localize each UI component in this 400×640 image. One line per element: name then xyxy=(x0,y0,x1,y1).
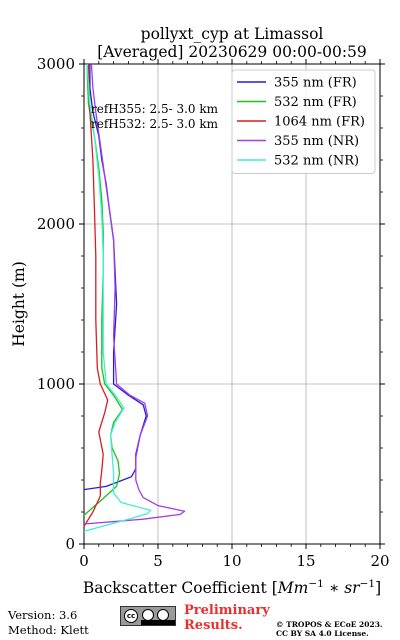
series-line-4 xyxy=(83,63,186,525)
x-axis-label-end: ] xyxy=(375,579,381,597)
legend-label: 1064 nm (FR) xyxy=(274,115,365,130)
x-tick-label: 10 xyxy=(222,552,241,570)
copyright-line-2: CC BY SA 4.0 License. xyxy=(276,629,369,638)
annotation-refh355: refH355: 2.5- 3.0 km xyxy=(91,102,219,116)
chart-legend: 355 nm (FR) 532 nm (FR) 1064 nm (FR) 355 nm… xyxy=(231,69,376,174)
x-axis-label-text: Backscatter Coefficient [ xyxy=(83,579,278,597)
legend-box xyxy=(231,69,376,174)
method-label: Method: Klett xyxy=(8,623,89,637)
legend-label: 355 nm (NR) xyxy=(274,134,359,149)
legend-label: 532 nm (NR) xyxy=(274,154,359,169)
series-line-3 xyxy=(83,63,109,527)
x-axis-label-exp2: −1 xyxy=(360,578,375,590)
cc-icon: cc xyxy=(124,609,138,623)
annotation-refh532: refH532: 2.5- 3.0 km xyxy=(91,117,219,131)
x-axis-label-mid: ∗ sr xyxy=(324,579,361,597)
copyright-notice: © TROPOS & ECoE 2023. CC BY SA 4.0 Licen… xyxy=(276,620,396,638)
series-lines xyxy=(83,63,186,532)
cc-license-badge: cc xyxy=(120,606,176,626)
x-tick-label: 5 xyxy=(153,552,163,570)
legend-label: 355 nm (FR) xyxy=(274,76,357,91)
chart-title: pollyxt_cyp at Limassol xyxy=(141,25,324,43)
x-axis-label-unit: Mm xyxy=(277,579,309,597)
series-line-5 xyxy=(83,63,152,532)
y-axis-label: Height (m) xyxy=(10,261,28,347)
chart-subtitle: [Averaged] 20230629 00:00-00:59 xyxy=(97,43,367,61)
y-tick-label: 2000 xyxy=(37,215,75,233)
y-tick-label: 0 xyxy=(65,535,75,553)
axis-ticks: 0 5 10 15 20 0 1000 2000 3000 xyxy=(37,55,390,570)
backscatter-profile-chart: pollyxt_cyp at Limassol [Averaged] 20230… xyxy=(10,25,390,597)
preliminary-results-label: Preliminary Results. xyxy=(184,603,270,633)
x-axis-label: Backscatter Coefficient [Mm−1 ∗ sr−1] xyxy=(83,578,381,597)
license-strip xyxy=(141,620,175,625)
x-tick-label: 20 xyxy=(370,552,389,570)
x-tick-label: 0 xyxy=(79,552,89,570)
x-tick-label: 15 xyxy=(296,552,315,570)
y-tick-label: 3000 xyxy=(37,55,75,73)
version-label: Version: 3.6 xyxy=(8,608,78,622)
legend-label: 532 nm (FR) xyxy=(274,95,357,110)
y-tick-label: 1000 xyxy=(37,375,75,393)
copyright-line-1: © TROPOS & ECoE 2023. xyxy=(276,620,383,629)
x-axis-label-exp1: −1 xyxy=(308,578,323,590)
series-line-2 xyxy=(83,63,124,516)
